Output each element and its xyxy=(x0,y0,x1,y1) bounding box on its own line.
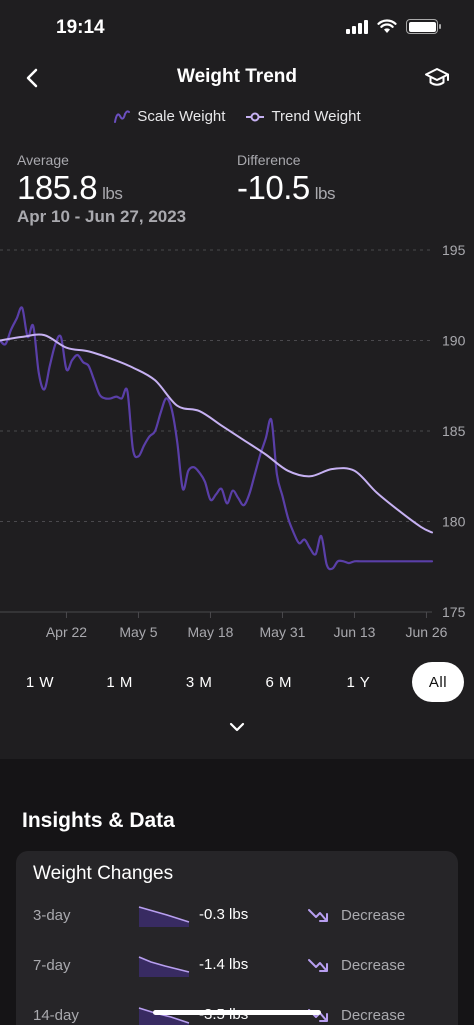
change-value: -1.4 lbs xyxy=(199,956,249,973)
range-3m-button[interactable]: 3 M xyxy=(185,673,213,691)
change-sparkline xyxy=(138,906,190,927)
weight-changes-card[interactable]: Weight Changes 3-day -0.3 lbs Decrease 7-… xyxy=(16,851,458,1025)
y-tick-label: 185 xyxy=(442,423,466,439)
x-tick-label: May 5 xyxy=(119,624,157,640)
weight-chart[interactable]: 195 190 185 180 175 Apr 22 May 5 May 18 May 31 J… xyxy=(0,235,474,645)
chart-grid xyxy=(0,249,432,618)
average-unit: lbs xyxy=(102,184,123,203)
scale-weight-line xyxy=(0,306,434,571)
y-tick-label: 195 xyxy=(442,242,466,258)
difference-label: Difference xyxy=(237,152,301,168)
range-1y-button[interactable]: 1 Y xyxy=(346,673,371,691)
y-tick-label: 180 xyxy=(442,514,466,530)
graduation-cap-icon xyxy=(425,68,449,86)
range-6m-button[interactable]: 6 M xyxy=(265,673,293,691)
time-range-selector: 1 W 1 M 3 M 6 M 1 Y All xyxy=(14,661,464,703)
legend-trend-weight: Trend Weight xyxy=(245,108,361,125)
status-time: 19:14 xyxy=(56,17,105,38)
difference-unit: lbs xyxy=(314,184,336,203)
range-1m-button[interactable]: 1 M xyxy=(106,673,133,691)
chart-legend: Scale Weight Trend Weight xyxy=(0,108,474,125)
insights-title: Insights & Data xyxy=(22,809,175,832)
scale-weight-line-icon xyxy=(114,109,131,123)
weight-change-row: 7-day -1.4 lbs Decrease xyxy=(16,951,458,981)
x-tick-label: Jun 26 xyxy=(405,624,447,640)
x-tick-label: Jun 13 xyxy=(333,624,375,640)
cellular-signal-icon xyxy=(346,19,368,34)
change-trend-label: Decrease xyxy=(341,1007,406,1024)
trend-weight-dot-icon xyxy=(246,112,265,121)
average-value-line: 185.8 lbs xyxy=(17,169,186,207)
legend-scale-label: Scale Weight xyxy=(137,108,226,125)
weight-changes-title: Weight Changes xyxy=(33,863,174,884)
trend-down-icon xyxy=(308,909,328,922)
y-tick-label: 175 xyxy=(442,604,466,620)
change-sparkline xyxy=(138,1007,190,1025)
trend-down-icon xyxy=(308,1009,328,1022)
status-bar: 19:14 xyxy=(0,0,474,56)
y-tick-label: 190 xyxy=(442,333,466,349)
back-button[interactable] xyxy=(18,64,46,92)
trend-weight-line xyxy=(0,333,433,534)
insights-section: Insights & Data Weight Changes 3-day -0.… xyxy=(0,759,474,1025)
chart-series xyxy=(0,306,434,571)
page-title: Weight Trend xyxy=(177,66,297,87)
x-tick-label: May 18 xyxy=(188,624,234,640)
trend-down-icon xyxy=(308,959,328,972)
legend-trend-label: Trend Weight xyxy=(271,108,361,125)
change-trend-label: Decrease xyxy=(341,907,406,924)
x-tick-label: Apr 22 xyxy=(46,624,87,640)
weight-change-row: 3-day -0.3 lbs Decrease xyxy=(16,901,458,931)
battery-icon xyxy=(406,19,441,34)
difference-stat: Difference -10.5 lbs xyxy=(237,152,335,207)
y-axis-labels: 195 190 185 180 175 xyxy=(442,242,466,620)
difference-value-line: -10.5 lbs xyxy=(237,169,335,207)
learn-button[interactable] xyxy=(422,63,452,93)
change-period: 14-day xyxy=(33,1007,79,1024)
status-icons xyxy=(346,19,441,34)
range-1w-button[interactable]: 1 W xyxy=(25,673,55,691)
average-stat: Average 185.8 lbs Apr 10 - Jun 27, 2023 xyxy=(17,152,186,227)
chevron-left-icon xyxy=(26,68,38,88)
expand-chart-button[interactable] xyxy=(225,715,249,739)
chevron-down-icon xyxy=(229,722,245,732)
change-period: 7-day xyxy=(33,957,71,974)
date-range: Apr 10 - Jun 27, 2023 xyxy=(17,207,187,226)
nav-bar: Weight Trend xyxy=(0,56,474,100)
home-indicator xyxy=(153,1010,321,1015)
change-sparkline xyxy=(138,956,190,977)
change-trend-label: Decrease xyxy=(341,957,406,974)
difference-value: -10.5 xyxy=(237,169,310,206)
x-axis-labels: Apr 22 May 5 May 18 May 31 Jun 13 Jun 26 xyxy=(46,624,448,640)
legend-scale-weight: Scale Weight xyxy=(113,108,225,125)
x-tick-label: May 31 xyxy=(260,624,306,640)
average-value: 185.8 xyxy=(17,169,98,206)
wifi-icon xyxy=(377,19,397,33)
average-label: Average xyxy=(17,152,69,168)
change-period: 3-day xyxy=(33,907,71,924)
range-all-button[interactable]: All xyxy=(411,662,464,702)
change-value: -0.3 lbs xyxy=(199,906,249,923)
